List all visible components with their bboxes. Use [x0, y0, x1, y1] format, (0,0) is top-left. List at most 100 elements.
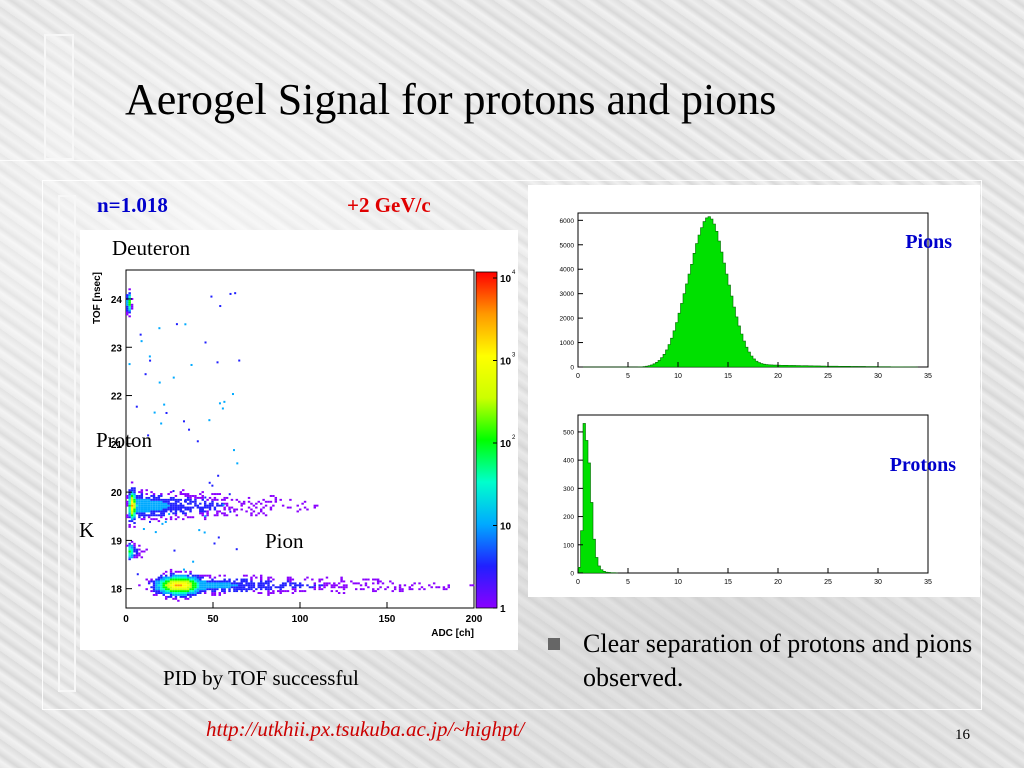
- heatmap-cell-proton: [203, 502, 207, 505]
- heatmap-cell-proton: [150, 510, 153, 513]
- heatmap-cell-proton: [274, 500, 278, 503]
- x-tick-label-pion-30: 30: [874, 373, 882, 380]
- heatmap-cell-sparse: [238, 359, 241, 362]
- heatmap-cell-pion: [301, 590, 304, 593]
- heatmap-cell-proton: [152, 506, 156, 509]
- heatmap-cell-pion: [342, 580, 346, 583]
- heatmap-cell-pion: [162, 584, 165, 587]
- heatmap-cell-proton: [128, 493, 131, 496]
- heatmap-cell-proton: [169, 518, 173, 521]
- heatmap-cell-proton: [164, 518, 168, 521]
- heatmap-cell-pion: [162, 580, 165, 583]
- heatmap-cell-pion: [179, 570, 183, 573]
- heatmap-cell-pion: [235, 582, 239, 585]
- heatmap-cell-pion: [250, 578, 253, 581]
- heatmap-cell-proton: [133, 514, 136, 517]
- source-url-link[interactable]: http://utkhii.px.tsukuba.ac.jp/~highpt/: [206, 717, 525, 741]
- heatmap-cell-pion: [199, 586, 202, 589]
- heatmap-cell-proton: [130, 508, 134, 511]
- heatmap-cell-k: [130, 544, 134, 547]
- heatmap-cell-pion: [255, 588, 258, 591]
- heatmap-cell-proton: [157, 498, 161, 501]
- heatmap-cell-proton: [174, 518, 178, 521]
- heatmap-cell-pion: [169, 572, 173, 575]
- heatmap-cell-proton: [150, 512, 153, 515]
- heatmap-cell-proton: [174, 495, 178, 497]
- heatmap-cell-pion: [267, 580, 270, 583]
- heatmap-cell-pion: [201, 584, 204, 587]
- heatmap-cell-pion: [257, 586, 260, 589]
- heatmap-cell-pion: [164, 582, 168, 585]
- proton-histogram: 0 5 10 15 20 25 30 35 0 100 200 300 400 500 Protons: [563, 414, 956, 586]
- heatmap-cell-pion: [391, 582, 394, 585]
- heatmap-cell-pion: [301, 584, 304, 587]
- heatmap-cell-proton: [189, 508, 192, 511]
- heatmap-cell-pion: [194, 588, 197, 591]
- heatmap-cell-proton: [155, 506, 158, 509]
- heatmap-cell-proton: [179, 493, 183, 496]
- heatmap-cell-pion: [208, 580, 212, 583]
- heatmap-cell-sparse: [198, 529, 201, 532]
- heatmap-cell-pion: [442, 588, 446, 591]
- heatmap-cell-pion: [196, 578, 200, 581]
- heatmap-cell-proton: [184, 493, 187, 496]
- heatmap-cell-proton: [138, 500, 141, 503]
- heatmap-cell-proton: [206, 504, 209, 507]
- heatmap-cell-proton: [189, 496, 192, 499]
- heatmap-cell-proton: [130, 491, 134, 494]
- heatmap-cell-proton: [194, 502, 197, 505]
- heatmap-cell-sparse: [217, 536, 220, 539]
- heatmap-cell-pion: [186, 574, 190, 577]
- heatmap-cell-proton: [157, 506, 161, 509]
- heatmap-cell-proton: [221, 498, 224, 501]
- decorative-bar-left: [58, 195, 76, 692]
- heatmap-cell-sparse: [203, 531, 206, 534]
- heatmap-cell-sparse: [192, 560, 195, 563]
- heatmap-cell-proton: [206, 512, 209, 515]
- heatmap-cell-pion: [155, 592, 158, 594]
- heatmap-cell-proton: [179, 510, 183, 513]
- heatmap-cell-proton: [250, 508, 253, 511]
- heatmap-cell-pion: [330, 586, 334, 589]
- heatmap-cell-pion: [223, 584, 226, 587]
- heatmap-cell-proton: [130, 500, 134, 503]
- heatmap-cell-pion: [160, 588, 163, 591]
- heatmap-cell-pion: [167, 586, 170, 589]
- heatmap-cell-k: [130, 540, 134, 543]
- heatmap-cell-proton: [218, 510, 222, 513]
- heatmap-cell-pion: [155, 588, 158, 591]
- heatmap-cell-proton: [167, 502, 170, 505]
- heatmap-cell-k: [130, 546, 134, 549]
- heatmap-cell-proton: [143, 502, 146, 505]
- heatmap-cell-proton: [223, 506, 226, 509]
- heatmap-cell-proton: [145, 514, 148, 517]
- heatmap-cell-pion: [160, 582, 163, 585]
- heatmap-cell-proton: [179, 502, 183, 505]
- heatmap-cell-proton: [199, 502, 202, 505]
- heatmap-cell-k: [138, 552, 141, 555]
- heatmap-cell-sparse: [183, 500, 186, 503]
- heatmap-cell-pion: [401, 590, 404, 593]
- heatmap-cell-pion: [177, 576, 180, 579]
- heatmap-cell-pion: [164, 592, 168, 594]
- heatmap-cell-pion: [155, 584, 158, 587]
- heatmap-cell-pion: [191, 578, 195, 581]
- heatmap-cell-proton: [143, 512, 146, 515]
- heatmap-cell-proton: [152, 496, 156, 499]
- heatmap-cell-pion: [179, 582, 183, 585]
- heatmap-cell-proton: [135, 504, 139, 507]
- heatmap-cell-pion: [162, 588, 165, 591]
- heatmap-cell-pion: [145, 588, 148, 591]
- bullet-marker: [548, 638, 560, 650]
- heatmap-cell-pion: [337, 586, 341, 589]
- heatmap-cell-pion: [393, 586, 397, 589]
- heatmap-cell-pion: [169, 593, 173, 596]
- heatmap-cell-pion: [172, 584, 175, 587]
- heatmap-cell-pion: [208, 574, 212, 577]
- heatmap-cell-k: [143, 550, 146, 553]
- heatmap-cell-proton: [140, 491, 144, 494]
- heatmap-cell-pion: [147, 582, 151, 585]
- heatmap-cell-pion: [160, 590, 163, 593]
- heatmap-cell-proton: [126, 504, 129, 507]
- heatmap-cell-sparse: [204, 515, 207, 518]
